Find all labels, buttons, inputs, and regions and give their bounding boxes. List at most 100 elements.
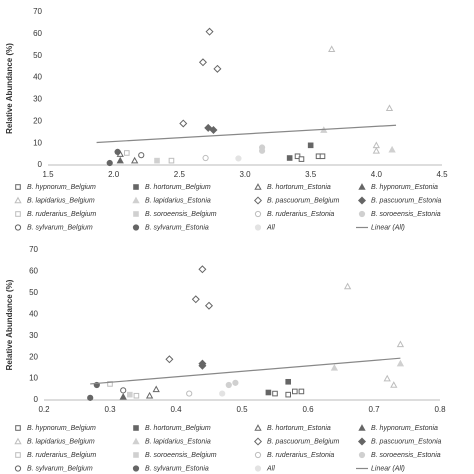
- legend-label: B. hypnorum_Estonia: [371, 184, 438, 191]
- marker-diamond: [209, 126, 218, 135]
- legend-label: B. soroeensis_Estonia: [371, 211, 441, 218]
- legend-label: B. lapidarius_Estonia: [145, 197, 211, 204]
- legend-label: B. soroeensis_Belgium: [145, 211, 217, 218]
- marker-circle: [232, 379, 239, 386]
- legend-label: B. pascuorum_Estonia: [371, 197, 442, 204]
- x-tick-label: 0.6: [302, 405, 314, 414]
- marker-circle: [14, 465, 22, 472]
- marker-triangle: [152, 385, 160, 393]
- legend-label: B. lapidarius_Belgium: [27, 197, 95, 204]
- y-axis-label: Relative Abundance (%): [5, 279, 14, 370]
- marker-circle: [114, 148, 121, 155]
- x-tick-label: 0.7: [368, 405, 380, 414]
- marker-circle: [132, 224, 140, 231]
- legend-label: B. pascuorum_Belgium: [267, 197, 340, 204]
- trend-line: [96, 124, 397, 144]
- marker-triangle: [330, 364, 339, 371]
- marker-circle: [358, 451, 366, 459]
- legend-label: All: [266, 465, 275, 472]
- marker-square: [298, 156, 305, 162]
- marker-circle: [258, 147, 266, 154]
- marker-square: [133, 425, 139, 431]
- marker-square: [133, 392, 140, 399]
- marker-square: [15, 184, 21, 190]
- y-tick-label: 50: [29, 288, 38, 297]
- marker-triangle: [132, 437, 140, 445]
- marker-square: [285, 391, 291, 398]
- marker-diamond: [213, 64, 222, 73]
- y-tick-label: 30: [33, 95, 42, 104]
- legend-label: B. hypnorum_Belgium: [27, 425, 96, 432]
- y-tick-label: 70: [29, 245, 38, 254]
- y-tick-label: 0: [38, 160, 43, 169]
- y-tick-label: 10: [29, 374, 38, 383]
- x-tick-label: 4.0: [371, 170, 383, 179]
- marker-circle: [87, 394, 94, 401]
- marker-diamond: [253, 437, 263, 446]
- marker-diamond: [198, 361, 207, 370]
- marker-triangle: [119, 392, 127, 400]
- legend-label: B. pascuorum_Estonia: [371, 438, 442, 445]
- y-tick-label: 0: [34, 395, 39, 404]
- marker-square: [107, 381, 113, 387]
- marker-circle: [106, 159, 113, 167]
- marker-triangle: [132, 196, 140, 204]
- x-tick-label: 0.2: [38, 405, 50, 414]
- marker-square: [168, 157, 175, 164]
- y-tick-label: 60: [33, 29, 42, 38]
- marker-diamond: [205, 27, 214, 36]
- marker-circle: [358, 210, 366, 218]
- legend-label: Linear (All): [371, 224, 405, 231]
- marker-triangle: [343, 282, 352, 290]
- marker-triangle: [358, 424, 366, 431]
- marker-triangle: [390, 381, 398, 388]
- y-tick-label: 70: [33, 7, 42, 16]
- legend-label: B. ruderarius_Belgium: [27, 211, 96, 218]
- x-tick-label: 0.5: [236, 405, 248, 414]
- y-tick-label: 20: [29, 352, 38, 361]
- x-tick-label: 3.5: [305, 170, 317, 179]
- x-tick-label: 0.8: [434, 405, 446, 414]
- marker-circle: [225, 381, 232, 389]
- marker-circle: [186, 390, 193, 397]
- marker-circle: [254, 224, 262, 231]
- marker-square: [298, 388, 305, 395]
- marker-square: [133, 211, 139, 217]
- legend-label: Linear (All): [371, 465, 405, 472]
- marker-circle: [138, 152, 145, 159]
- marker-triangle: [383, 374, 391, 382]
- y-tick-label: 50: [33, 51, 42, 60]
- legend-label: B. lapidarius_Belgium: [27, 438, 95, 445]
- legend-label: B. hortorum_Belgium: [145, 425, 211, 432]
- y-axis-label: Relative Abundance (%): [5, 43, 14, 134]
- marker-triangle: [254, 424, 262, 431]
- marker-diamond: [253, 196, 263, 205]
- marker-triangle: [14, 437, 22, 445]
- marker-triangle: [396, 359, 405, 367]
- legend-label: B. lapidarius_Estonia: [145, 438, 211, 445]
- marker-square: [272, 390, 278, 397]
- legend-label: B. pascuorum_Belgium: [267, 438, 340, 445]
- x-tick-label: 4.5: [436, 170, 448, 179]
- marker-square: [15, 425, 21, 431]
- marker-triangle: [396, 340, 405, 348]
- legend-label: B. hortorum_Estonia: [267, 184, 331, 191]
- marker-diamond: [179, 119, 188, 128]
- marker-square: [265, 389, 272, 396]
- legend-label: B. sylvarum_Belgium: [27, 224, 93, 231]
- legend-label: B. sylvarum_Estonia: [145, 224, 209, 231]
- legend-label: B. ruderarius_Belgium: [27, 452, 96, 459]
- x-tick-label: 0.3: [104, 405, 116, 414]
- marker-square: [15, 452, 21, 458]
- legend-label: B. soroeensis_Estonia: [371, 452, 441, 459]
- x-tick-label: 0.4: [170, 405, 182, 414]
- legend-label: B. soroeensis_Belgium: [145, 452, 217, 459]
- y-tick-label: 60: [29, 267, 38, 276]
- marker-circle: [254, 451, 262, 459]
- marker-diamond: [165, 355, 174, 364]
- y-tick-label: 40: [29, 309, 38, 318]
- marker-diamond: [198, 58, 207, 67]
- marker-square: [319, 153, 326, 160]
- marker-triangle: [388, 145, 396, 153]
- marker-diamond: [191, 295, 200, 304]
